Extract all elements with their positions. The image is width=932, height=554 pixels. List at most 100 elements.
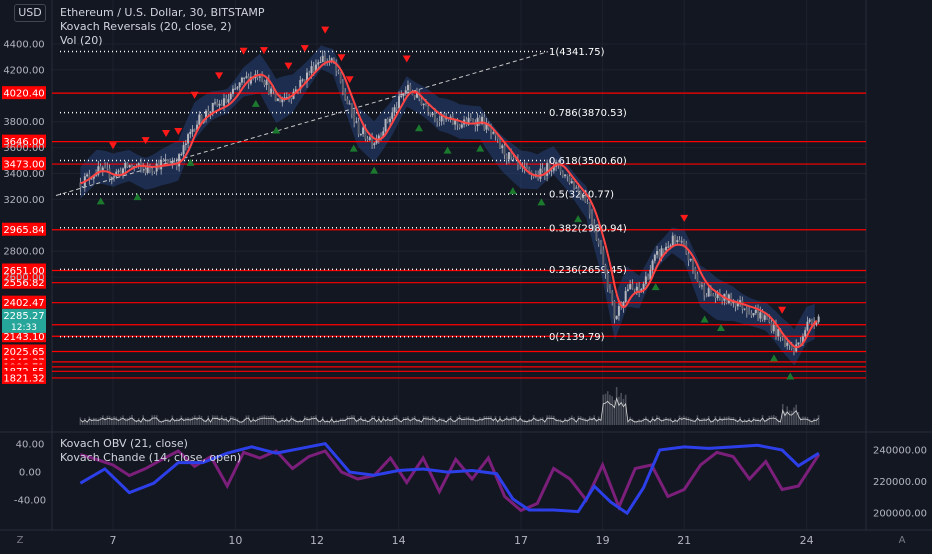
- candle-body: [422, 103, 425, 105]
- candle-body: [227, 99, 230, 103]
- candle-body: [505, 155, 508, 160]
- currency-button[interactable]: USD: [14, 4, 46, 22]
- volume-bar: [781, 404, 784, 425]
- buy-signal-arrow: [476, 144, 485, 152]
- candle-body: [496, 135, 499, 140]
- indicator-kovach-obv[interactable]: Kovach OBV (21, close): [60, 437, 188, 450]
- candle-body: [615, 315, 618, 320]
- candle-body: [801, 336, 804, 343]
- volume-bar: [494, 415, 497, 425]
- candle-body: [734, 301, 737, 307]
- volume-bar: [153, 415, 156, 425]
- volume-bar: [182, 418, 185, 425]
- volume-bar: [79, 417, 82, 425]
- candle-body: [436, 119, 439, 122]
- candle-body: [431, 113, 434, 115]
- volume-bar: [155, 415, 158, 425]
- volume-bar: [793, 407, 795, 425]
- candle-body: [467, 117, 470, 125]
- volume-bar: [537, 418, 539, 425]
- volume-bar: [582, 417, 584, 425]
- price-level-label: 3646.00: [3, 137, 44, 148]
- volume-bar: [317, 419, 320, 425]
- indicator-kovach-reversals[interactable]: Kovach Reversals (20, close, 2): [60, 20, 232, 33]
- x-axis-tick-label: 12: [310, 534, 324, 547]
- candle-body: [301, 79, 304, 81]
- candle-body: [130, 165, 133, 168]
- volume-bar: [772, 415, 775, 425]
- volume-bar: [487, 416, 490, 425]
- volume-bar: [117, 418, 120, 425]
- volume-bar: [707, 415, 710, 425]
- price-level-tag: [2, 295, 46, 309]
- volume-bar: [99, 417, 102, 425]
- volume-bar: [806, 416, 809, 425]
- price-level-tag: [2, 134, 46, 148]
- volume-bar: [503, 417, 506, 425]
- candle-body: [604, 264, 607, 274]
- volume-bar: [570, 415, 573, 425]
- candle-body: [656, 251, 659, 255]
- volume-bar: [526, 420, 528, 425]
- candle-body: [391, 112, 394, 119]
- candle-body: [245, 76, 248, 78]
- volume-bar: [788, 410, 791, 425]
- volume-bar: [95, 418, 97, 425]
- y-axis-tick-label: 2600.00: [3, 273, 44, 284]
- candle-body: [402, 93, 405, 96]
- candle-body: [117, 170, 120, 172]
- candle-body: [590, 213, 593, 224]
- volume-bar: [777, 419, 780, 425]
- candle-body: [153, 171, 156, 173]
- volume-bar: [333, 420, 335, 425]
- volume-bar: [732, 417, 735, 425]
- volume-bar: [465, 416, 468, 425]
- volume-bar: [656, 415, 658, 425]
- volume-bar: [452, 419, 454, 425]
- volume-bar: [409, 419, 412, 425]
- candle-body: [575, 187, 578, 189]
- candle-body: [184, 143, 187, 146]
- candle-body: [124, 162, 127, 169]
- volume-bar: [615, 387, 618, 425]
- candle-body: [146, 165, 149, 173]
- candle-body: [662, 248, 665, 251]
- volume-bar: [97, 418, 100, 425]
- volume-bar: [642, 418, 645, 425]
- volume-bar: [600, 418, 602, 425]
- volume-bar: [402, 417, 405, 425]
- candle-body: [137, 163, 140, 167]
- trend-line[interactable]: [55, 51, 549, 196]
- symbol-title[interactable]: Ethereum / U.S. Dollar, 30, BITSTAMP: [60, 6, 265, 19]
- candle-body: [279, 98, 282, 103]
- volume-bar: [286, 417, 288, 425]
- indicator-kovach-chande[interactable]: Kovach Chande (14, close, open): [60, 451, 242, 464]
- indicator-volume[interactable]: Vol (20): [60, 34, 103, 47]
- candle-body: [705, 295, 708, 297]
- volume-bar: [386, 416, 389, 425]
- candle-body: [595, 231, 598, 241]
- candle-body: [768, 318, 771, 323]
- candle-body: [669, 245, 672, 247]
- candle-body: [660, 248, 663, 258]
- volume-bar: [227, 420, 230, 425]
- auto-scale-button[interactable]: A: [898, 535, 906, 546]
- candle-body: [216, 102, 219, 106]
- candle-body: [121, 168, 124, 175]
- candle-body: [667, 246, 670, 248]
- sell-signal-arrow: [778, 306, 787, 314]
- volume-bar: [476, 418, 479, 425]
- volume-bar: [622, 398, 625, 425]
- candle-body: [267, 80, 270, 94]
- volume-bar: [301, 420, 304, 425]
- candle-body: [559, 163, 562, 172]
- timezone-button[interactable]: Z: [16, 535, 24, 546]
- candle-body: [234, 88, 237, 90]
- volume-bar: [523, 419, 526, 425]
- volume-bar: [449, 415, 452, 425]
- volume-bar: [185, 417, 187, 425]
- lower-left-tick-label: -40.00: [14, 496, 46, 507]
- candle-body: [456, 120, 459, 125]
